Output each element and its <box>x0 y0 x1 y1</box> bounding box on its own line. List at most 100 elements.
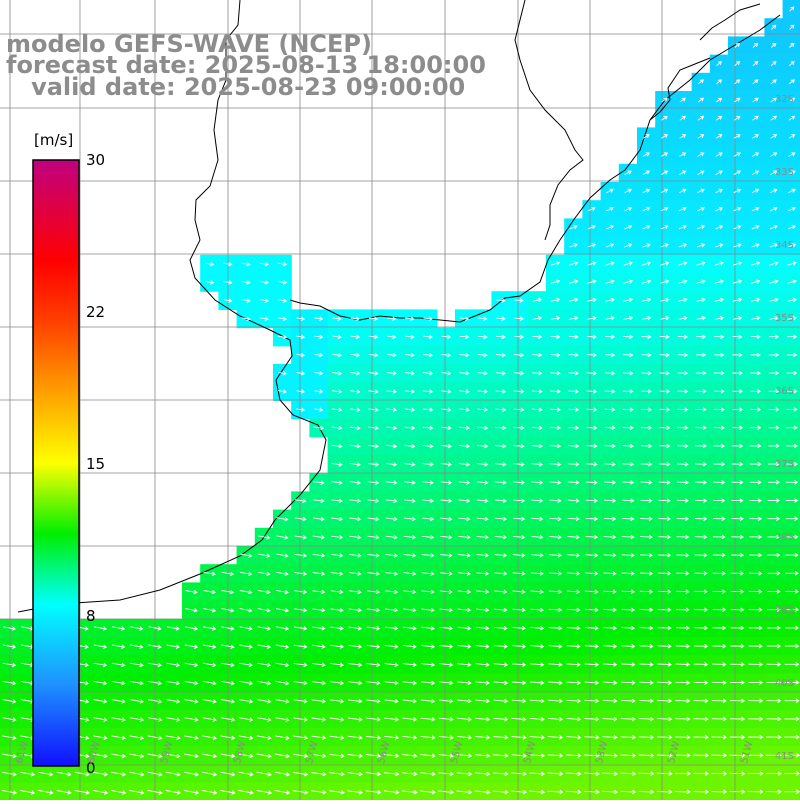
wind-arrow <box>349 425 361 431</box>
wind-arrow <box>441 334 452 340</box>
latitude-label: 41S <box>774 751 794 762</box>
wind-arrow <box>531 462 544 467</box>
wind-arrow <box>786 480 799 485</box>
wind-arrow <box>547 771 564 777</box>
wind-arrow <box>695 352 707 358</box>
wind-arrow <box>549 498 562 503</box>
wind-arrow <box>314 371 324 376</box>
wind-arrow <box>747 753 764 758</box>
wind-arrow <box>477 407 489 412</box>
wind-arrow <box>531 480 544 485</box>
wind-arrow <box>641 315 652 321</box>
wind-arrow <box>275 662 290 668</box>
wind-arrow <box>350 334 361 340</box>
wind-arrow <box>531 516 544 522</box>
wind-arrow <box>420 680 436 686</box>
wind-arrow <box>129 680 144 686</box>
wind-arrow <box>184 626 199 631</box>
wind-arrow <box>750 407 762 412</box>
wind-arrow <box>715 224 724 230</box>
wind-arrow <box>787 334 798 339</box>
wind-arrow <box>129 735 145 741</box>
wind-arrow <box>2 717 17 722</box>
wind-arrow <box>402 680 418 686</box>
wind-arrow <box>784 771 800 776</box>
wind-arrow <box>676 498 690 503</box>
wind-arrow <box>185 608 198 613</box>
wind-arrow <box>330 535 344 540</box>
wind-arrow <box>550 297 561 303</box>
wind-arrow <box>439 589 453 595</box>
wind-arrow <box>348 626 363 631</box>
wind-arrow <box>293 717 309 722</box>
wind-arrow <box>420 735 436 740</box>
wind-arrow <box>422 443 434 449</box>
wind-arrow <box>257 680 272 686</box>
wind-arrow <box>476 589 490 595</box>
wind-arrow <box>278 389 287 394</box>
wind-arrow <box>675 735 691 740</box>
wind-arrow <box>330 626 344 631</box>
valid-date: valid date: 2025-08-23 09:00:00 <box>6 73 466 101</box>
wind-arrow <box>401 789 418 795</box>
wind-arrow <box>457 626 472 631</box>
wind-arrow <box>568 407 580 412</box>
wind-arrow <box>567 571 581 576</box>
wind-arrow <box>166 626 180 631</box>
wind-arrow <box>257 626 271 631</box>
wind-arrow <box>659 334 670 339</box>
wind-arrow <box>603 534 617 540</box>
wind-arrow <box>584 735 600 740</box>
wind-arrow <box>639 680 654 685</box>
wind-arrow <box>368 316 379 321</box>
wind-arrow <box>148 626 162 631</box>
wind-arrow <box>752 79 759 85</box>
wind-arrow <box>547 735 564 740</box>
wind-arrow <box>715 206 724 212</box>
wind-arrow <box>166 699 181 704</box>
wind-arrow <box>203 571 216 577</box>
wind-arrow <box>751 206 760 212</box>
wind-arrow <box>239 571 253 577</box>
wind-arrow <box>752 97 759 103</box>
wind-arrow <box>2 699 17 704</box>
wind-arrow <box>476 516 489 522</box>
wind-arrow <box>549 443 562 449</box>
wind-arrow <box>439 662 454 667</box>
wind-arrow <box>661 134 668 139</box>
wind-arrow <box>565 789 582 795</box>
wind-arrow <box>661 115 668 121</box>
wind-arrow <box>770 79 777 85</box>
wind-arrow <box>511 717 527 722</box>
wind-arrow <box>293 680 308 686</box>
wind-arrow <box>678 224 687 230</box>
wind-arrow <box>439 680 454 686</box>
wind-arrow <box>765 771 782 776</box>
wind-arrow <box>748 680 764 685</box>
wind-arrow <box>296 407 306 412</box>
wind-arrow <box>277 261 288 267</box>
wind-arrow <box>765 789 782 794</box>
wind-arrow <box>475 680 490 686</box>
wind-arrow <box>256 789 273 795</box>
wind-arrow <box>695 425 707 430</box>
wind-arrow <box>770 170 778 175</box>
wind-arrow <box>20 771 36 777</box>
wind-arrow <box>312 644 326 649</box>
wind-arrow <box>767 552 781 558</box>
wind-arrow <box>622 389 634 394</box>
wind-arrow <box>568 425 580 431</box>
wind-arrow <box>221 626 235 631</box>
wind-arrow <box>606 224 614 230</box>
wind-arrow <box>512 644 527 649</box>
wind-arrow <box>694 552 708 558</box>
wind-arrow <box>331 425 343 431</box>
wind-arrow <box>729 698 746 703</box>
wind-arrow <box>751 170 760 175</box>
wind-arrow <box>785 589 799 594</box>
wind-arrow <box>712 552 726 558</box>
wind-arrow <box>715 115 723 121</box>
wind-arrow <box>530 553 544 558</box>
wind-arrow <box>296 316 306 321</box>
